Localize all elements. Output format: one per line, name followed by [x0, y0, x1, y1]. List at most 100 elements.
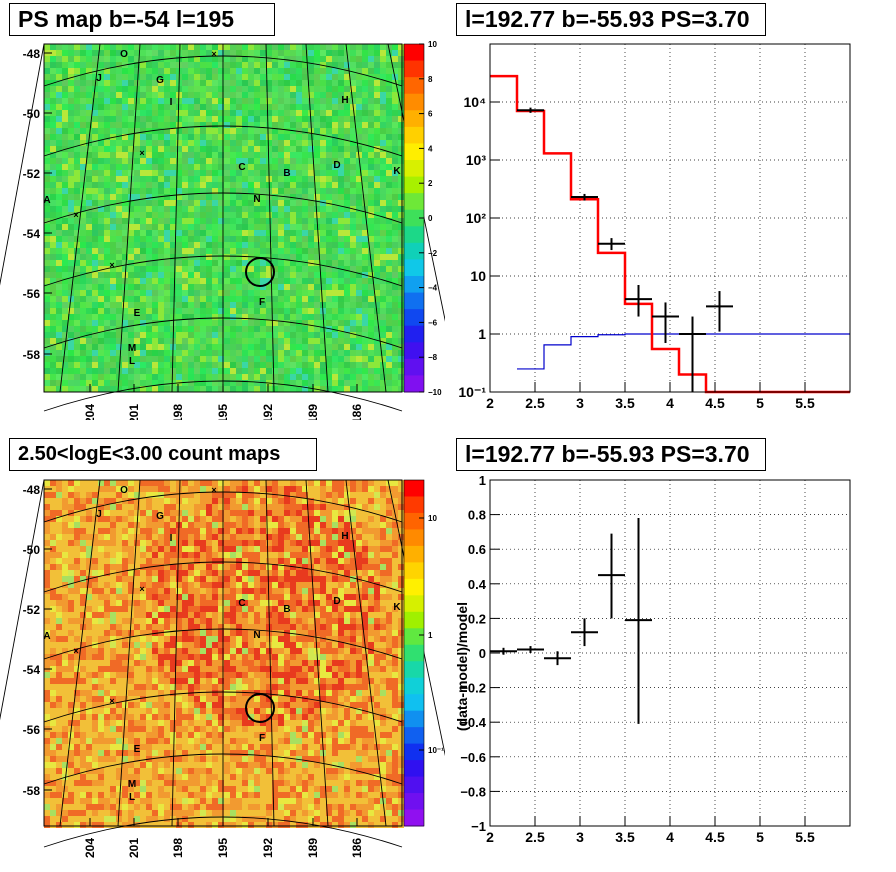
- map-pixel: [116, 350, 122, 356]
- map-pixel: [140, 338, 146, 344]
- map-pixel: [62, 194, 68, 200]
- map-pixel: [230, 164, 236, 170]
- map-pixel: [302, 62, 308, 68]
- map-pixel: [140, 152, 146, 158]
- map-pixel: [296, 534, 302, 540]
- map-pixel: [116, 594, 122, 600]
- map-pixel: [104, 492, 110, 498]
- map-pixel: [170, 158, 176, 164]
- map-pixel: [302, 242, 308, 248]
- map-pixel: [200, 62, 206, 68]
- map-pixel: [170, 272, 176, 278]
- map-pixel: [386, 588, 392, 594]
- map-pixel: [140, 140, 146, 146]
- map-pixel: [56, 308, 62, 314]
- map-pixel: [98, 218, 104, 224]
- map-pixel: [392, 314, 398, 320]
- map-pixel: [368, 374, 374, 380]
- map-pixel: [332, 278, 338, 284]
- map-pixel: [74, 230, 80, 236]
- map-pixel: [368, 266, 374, 272]
- map-pixel: [212, 236, 218, 242]
- map-pixel: [296, 570, 302, 576]
- map-pixel: [368, 110, 374, 116]
- map-pixel: [188, 380, 194, 386]
- map-pixel: [44, 122, 50, 128]
- map-pixel: [236, 480, 242, 486]
- map-pixel: [368, 504, 374, 510]
- map-pixel: [164, 260, 170, 266]
- map-pixel: [308, 86, 314, 92]
- map-pixel: [86, 254, 92, 260]
- map-pixel: [158, 296, 164, 302]
- map-pixel: [56, 182, 62, 188]
- x-tick-label: 186: [350, 404, 364, 420]
- map-pixel: [50, 134, 56, 140]
- map-pixel: [68, 68, 74, 74]
- map-pixel: [134, 218, 140, 224]
- map-pixel: [68, 320, 74, 326]
- map-pixel: [92, 528, 98, 534]
- map-pixel: [362, 122, 368, 128]
- map-pixel: [122, 80, 128, 86]
- map-pixel: [356, 504, 362, 510]
- map-pixel: [248, 308, 254, 314]
- map-pixel: [380, 50, 386, 56]
- map-pixel: [254, 122, 260, 128]
- map-pixel: [308, 248, 314, 254]
- map-pixel: [44, 368, 50, 374]
- map-pixel: [68, 158, 74, 164]
- map-pixel: [164, 380, 170, 386]
- x-tick-label: 201: [127, 404, 141, 420]
- map-pixel: [56, 612, 62, 618]
- map-pixel: [176, 588, 182, 594]
- map-pixel: [230, 546, 236, 552]
- map-pixel: [350, 480, 356, 486]
- map-pixel: [272, 320, 278, 326]
- map-pixel: [56, 368, 62, 374]
- map-pixel: [326, 176, 332, 182]
- map-pixel: [200, 564, 206, 570]
- map-pixel: [218, 230, 224, 236]
- map-pixel: [44, 564, 50, 570]
- map-pixel: [224, 260, 230, 266]
- map-pixel: [164, 320, 170, 326]
- map-pixel: [74, 182, 80, 188]
- map-pixel: [110, 86, 116, 92]
- map-pixel: [374, 278, 380, 284]
- map-pixel: [140, 188, 146, 194]
- map-pixel: [134, 182, 140, 188]
- map-pixel: [98, 56, 104, 62]
- map-pixel: [326, 68, 332, 74]
- map-pixel: [344, 386, 350, 392]
- map-pixel: [86, 74, 92, 80]
- map-pixel: [92, 510, 98, 516]
- map-pixel: [224, 218, 230, 224]
- map-pixel: [128, 594, 134, 600]
- map-pixel: [182, 338, 188, 344]
- map-pixel: [290, 44, 296, 50]
- map-pixel: [278, 380, 284, 386]
- map-pixel: [242, 350, 248, 356]
- map-pixel: [266, 194, 272, 200]
- map-pixel: [188, 600, 194, 606]
- map-pixel: [344, 528, 350, 534]
- map-pixel: [86, 164, 92, 170]
- source-label-b: B: [283, 168, 290, 179]
- map-pixel: [158, 206, 164, 212]
- map-pixel: [314, 362, 320, 368]
- map-pixel: [50, 480, 56, 486]
- map-pixel: [164, 68, 170, 74]
- map-pixel: [176, 356, 182, 362]
- map-pixel: [266, 50, 272, 56]
- map-pixel: [194, 122, 200, 128]
- map-pixel: [116, 50, 122, 56]
- map-pixel: [176, 56, 182, 62]
- map-pixel: [212, 296, 218, 302]
- map-pixel: [134, 230, 140, 236]
- map-pixel: [56, 200, 62, 206]
- map-pixel: [152, 582, 158, 588]
- map-pixel: [326, 356, 332, 362]
- map-pixel: [236, 86, 242, 92]
- map-pixel: [266, 552, 272, 558]
